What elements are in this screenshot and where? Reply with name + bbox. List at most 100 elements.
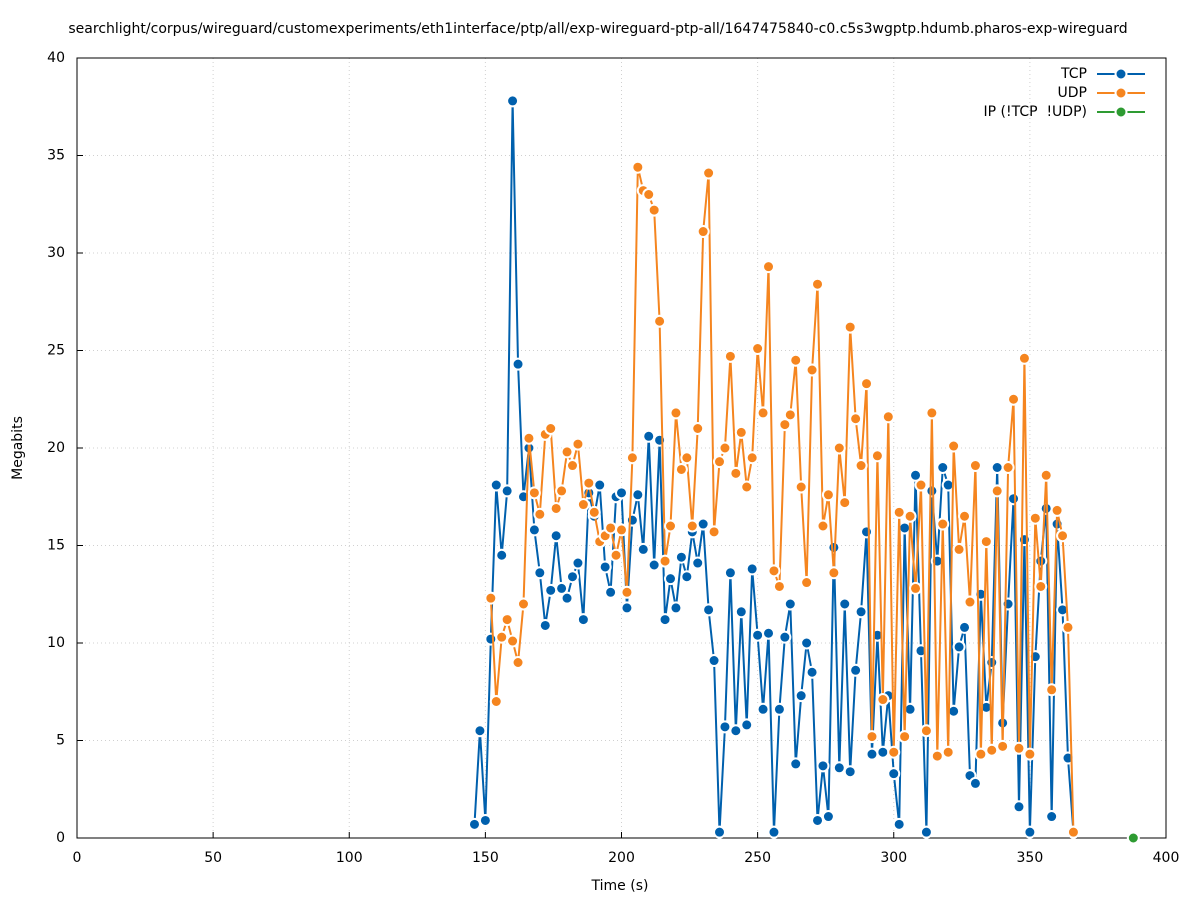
data-point	[658, 554, 672, 568]
data-point	[1007, 392, 1021, 406]
data-point	[609, 548, 623, 562]
data-point	[713, 455, 727, 469]
data-point	[936, 517, 950, 531]
data-point	[811, 277, 825, 291]
data-point	[680, 570, 694, 584]
data-point	[544, 422, 558, 435]
data-point	[1045, 683, 1059, 697]
data-point	[996, 739, 1010, 753]
data-point	[778, 418, 792, 432]
data-point	[985, 743, 999, 757]
data-point	[898, 730, 912, 744]
data-point	[865, 730, 879, 744]
data-point	[664, 572, 678, 586]
data-point	[1012, 741, 1026, 755]
data-point	[925, 484, 939, 498]
data-point	[811, 813, 825, 827]
data-point	[985, 656, 999, 669]
data-point	[685, 519, 699, 533]
data-point	[1001, 461, 1015, 474]
data-point	[865, 747, 879, 761]
data-point	[751, 342, 765, 356]
data-point	[691, 556, 705, 570]
data-point	[1012, 800, 1026, 814]
data-point	[1066, 825, 1080, 839]
data-point	[506, 634, 520, 648]
y-tick-label: 0	[56, 830, 65, 846]
data-point	[1023, 825, 1037, 839]
data-point	[745, 451, 759, 465]
data-point	[1034, 554, 1048, 568]
x-tick-label: 400	[1153, 850, 1180, 866]
data-point	[990, 484, 1004, 498]
data-point	[800, 576, 814, 590]
data-point	[664, 519, 678, 533]
data-point	[756, 406, 770, 420]
plot-border	[76, 57, 1167, 839]
data-point	[767, 564, 781, 578]
data-point	[495, 630, 509, 644]
data-point	[723, 349, 737, 363]
data-point	[947, 439, 961, 453]
data-point	[919, 825, 933, 839]
data-point	[636, 542, 650, 556]
data-point	[909, 468, 923, 482]
data-point	[669, 601, 683, 615]
data-point	[653, 314, 667, 328]
series	[467, 94, 1080, 839]
data-point	[941, 745, 955, 759]
legend-swatch-point	[1114, 105, 1128, 119]
data-point	[696, 225, 710, 239]
legend-swatch-point	[1114, 67, 1128, 81]
data-point	[936, 461, 950, 474]
data-point	[958, 620, 972, 634]
data-point	[854, 605, 868, 619]
data-point	[571, 556, 585, 570]
data-point	[805, 363, 819, 377]
data-point	[560, 445, 574, 459]
data-point	[789, 353, 803, 367]
data-point	[587, 505, 601, 519]
data-point	[838, 496, 852, 510]
data-point	[968, 459, 982, 473]
data-point	[1039, 468, 1053, 482]
data-point	[734, 605, 748, 619]
data-point	[1061, 620, 1075, 634]
data-point	[560, 591, 574, 605]
data-point	[887, 767, 901, 781]
x-tick-label: 300	[880, 850, 907, 866]
data-point	[511, 656, 525, 669]
data-point	[538, 618, 552, 632]
data-point	[696, 517, 710, 531]
data-point	[723, 566, 737, 580]
data-point	[843, 765, 857, 779]
data-point	[576, 613, 590, 627]
data-point	[800, 636, 814, 650]
data-point	[467, 817, 481, 831]
legend-item: IP (!TCP !UDP)	[984, 104, 1145, 120]
data-point	[1007, 492, 1021, 506]
data-point	[527, 523, 541, 537]
data-point	[593, 478, 607, 492]
data-point	[821, 810, 835, 824]
data-point	[631, 488, 645, 502]
data-point	[669, 406, 683, 420]
y-tick-label: 5	[56, 733, 65, 749]
data-point	[642, 429, 656, 443]
data-point	[767, 825, 781, 839]
y-tick-label: 30	[47, 245, 65, 261]
data-point	[647, 203, 661, 217]
data-point	[919, 724, 933, 738]
data-point	[751, 628, 765, 642]
data-point	[1017, 533, 1031, 547]
data-point	[555, 581, 569, 595]
data-point	[990, 461, 1004, 474]
data-point	[707, 525, 721, 539]
legend-label: TCP	[1060, 66, 1087, 82]
data-point	[642, 188, 656, 201]
data-point	[849, 663, 863, 677]
y-tick-label: 35	[47, 148, 65, 164]
data-point	[849, 412, 863, 426]
data-point	[582, 476, 596, 490]
data-point	[565, 570, 579, 584]
